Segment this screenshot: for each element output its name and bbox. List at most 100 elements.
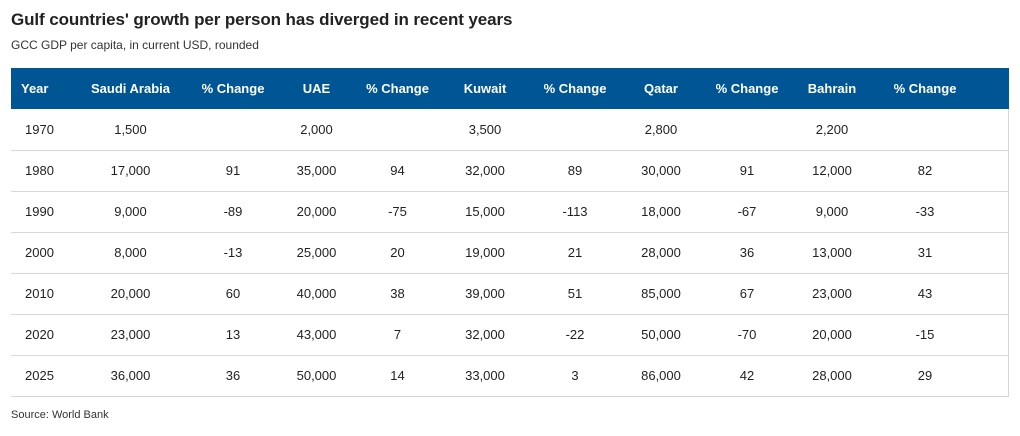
table-cell: 2000 xyxy=(25,245,54,260)
table-cell: 43 xyxy=(917,286,933,301)
table-cell: -89 xyxy=(223,204,243,219)
column-header: % Change xyxy=(543,81,607,96)
table-cell: 35,000 xyxy=(296,163,337,178)
table-cell: 50,000 xyxy=(641,327,681,342)
table-cell: 91 xyxy=(739,163,755,178)
table-cell xyxy=(978,314,1009,355)
table-cell: 42 xyxy=(739,368,755,384)
column-header: Saudi Arabia xyxy=(91,81,170,96)
table-cell xyxy=(978,150,1009,191)
table-cell: 3,500 xyxy=(468,121,502,137)
table-cell: 38 xyxy=(390,286,405,301)
table-cell xyxy=(978,191,1009,232)
table-cell: 2010 xyxy=(25,286,54,301)
table-cell: -113 xyxy=(562,204,588,219)
table-cell: 19,000 xyxy=(465,245,505,260)
table-cell: 89 xyxy=(567,163,583,178)
table-cell: 2,000 xyxy=(300,121,333,137)
table-cell: 2,800 xyxy=(644,121,678,137)
column-header: Year xyxy=(21,81,49,96)
table-cell: 36 xyxy=(225,368,241,384)
table-cell: 30,000 xyxy=(641,163,681,178)
table-cell: 91 xyxy=(225,163,241,178)
table-cell: 20,000 xyxy=(812,327,852,342)
table-cell: 29 xyxy=(917,368,933,384)
column-header: % Change xyxy=(715,81,779,96)
table-cell xyxy=(188,109,278,150)
table-cell: -67 xyxy=(737,204,757,219)
table-row: 2000 8,000 -13 25,000 20 19,000 21 28,000 36 13,0… xyxy=(11,232,1009,273)
table-cell: 36 xyxy=(739,245,755,260)
column-header: % Change xyxy=(201,81,265,96)
table-cell: 85,000 xyxy=(641,286,681,301)
column-header: Kuwait xyxy=(463,81,507,96)
column-header: Qatar xyxy=(644,81,678,96)
table-row: 2025 36,000 36 50,000 14 33,000 3 86,000 42 28,00… xyxy=(11,355,1009,396)
table-cell: 25,000 xyxy=(296,245,337,260)
table-cell: 36,000 xyxy=(110,368,151,384)
table-cell: 15,000 xyxy=(465,204,505,219)
table-cell: 2020 xyxy=(25,327,54,342)
table-cell: 23,000 xyxy=(110,327,151,342)
table-cell: 43,000 xyxy=(296,327,337,342)
table-cell: 1990 xyxy=(25,204,54,219)
table-cell: 13 xyxy=(225,327,241,342)
table-cell: 51 xyxy=(567,286,583,301)
table-cell: 32,000 xyxy=(465,327,505,342)
gdp-table: Year Saudi Arabia % Change UAE % Change Kuwai… xyxy=(11,68,1009,396)
column-header: % Change xyxy=(366,81,429,96)
table-cell xyxy=(702,109,792,150)
table-cell: 67 xyxy=(739,286,755,301)
table-row: 2020 23,000 13 43,000 7 32,000 -22 50,000 -70 20,… xyxy=(11,314,1009,355)
table-cell: 28,000 xyxy=(641,245,681,260)
table-cell: 33,000 xyxy=(465,368,505,384)
column-header: O xyxy=(978,68,1009,109)
table-cell xyxy=(978,355,1009,396)
table-cell: 39,000 xyxy=(465,286,505,301)
table-cell xyxy=(978,273,1009,314)
table-cell: 60 xyxy=(225,286,241,301)
column-header: UAE xyxy=(302,81,331,96)
column-header: Bahrain xyxy=(807,81,857,96)
table-cell: 2025 xyxy=(25,368,54,384)
table-cell: 1970 xyxy=(25,121,54,137)
table-cell: 20,000 xyxy=(110,286,151,301)
column-header: % Change xyxy=(893,81,957,96)
table-cell: -33 xyxy=(915,204,935,219)
table-cell xyxy=(530,109,620,150)
table-row: 1970 1,500 2,000 3,500 2,800 2,200 xyxy=(11,109,1009,150)
table-cell: 23,000 xyxy=(812,286,852,301)
table-row: 1980 17,000 91 35,000 94 32,000 89 30,000 91 12,0… xyxy=(11,150,1009,191)
table-cell: 7 xyxy=(393,327,402,342)
table-cell: 50,000 xyxy=(296,368,337,384)
table-cell: 2,200 xyxy=(815,121,849,137)
table-cell: 1980 xyxy=(25,163,54,178)
table-header-row: Year Saudi Arabia % Change UAE % Change Kuwai… xyxy=(11,68,1009,109)
table-cell: -75 xyxy=(388,204,407,219)
table-cell: 20 xyxy=(390,245,405,260)
table-cell: -70 xyxy=(737,327,757,342)
table-cell: 8,000 xyxy=(114,245,147,260)
chart-title: Gulf countries' growth per person has di… xyxy=(11,10,513,29)
source-note: Source: World Bank xyxy=(11,409,109,421)
table-cell: 28,000 xyxy=(812,368,852,384)
table-cell: 1,500 xyxy=(114,121,147,137)
table-cell: 9,000 xyxy=(114,204,147,219)
table-cell: 18,000 xyxy=(641,204,681,219)
chart-subtitle: GCC GDP per capita, in current USD, roun… xyxy=(11,38,259,52)
table-cell: 82 xyxy=(917,163,933,178)
table-cell: 94 xyxy=(390,163,405,178)
table-cell: 9,000 xyxy=(815,204,849,219)
table-row: 1990 9,000 -89 20,000 -75 15,000 -113 18,000 -67… xyxy=(11,191,1009,232)
table-cell: 12,000 xyxy=(812,163,852,178)
table-body: 1970 1,500 2,000 3,500 2,800 2,200 1980 17,000 9… xyxy=(11,109,1009,396)
table-cell: -15 xyxy=(915,327,935,342)
table-cell xyxy=(355,109,440,150)
table-cell: 40,000 xyxy=(296,286,337,301)
table-cell: 31 xyxy=(917,245,933,260)
table-row: 2010 20,000 60 40,000 38 39,000 51 85,000 67 23,0… xyxy=(11,273,1009,314)
table-cell: 21 xyxy=(567,245,583,260)
table-cell: -22 xyxy=(565,327,585,342)
table-cell: 17,000 xyxy=(110,163,151,178)
data-table-container[interactable]: Year Saudi Arabia % Change UAE % Change Kuwai… xyxy=(11,68,1009,397)
